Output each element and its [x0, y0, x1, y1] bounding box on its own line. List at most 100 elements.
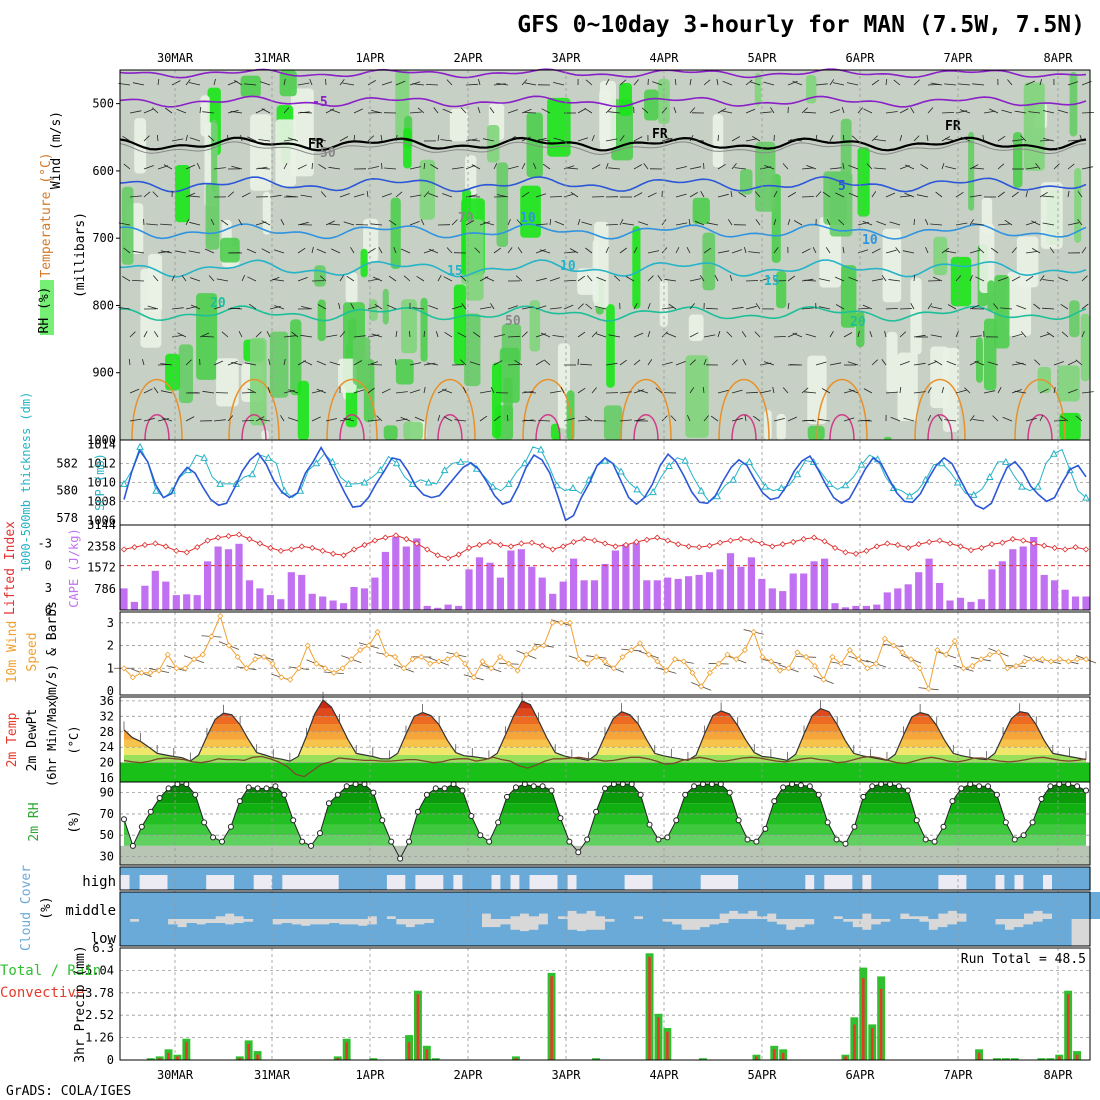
wind-barb: [535, 193, 547, 198]
wind-barb: [955, 222, 968, 226]
date-label: 5APR: [748, 1068, 778, 1082]
wind-barb: [689, 278, 702, 282]
cape-bar: [204, 561, 212, 610]
wind-barb: [497, 194, 509, 198]
wind-barb: [969, 304, 980, 310]
wind-barb: [443, 276, 453, 282]
precip-convective-bar: [167, 1052, 170, 1060]
low-cloud-bar: [700, 927, 711, 946]
wind-barb: [319, 275, 327, 282]
wind-label-b: Speed: [25, 632, 40, 671]
low-cloud-bar: [937, 927, 948, 946]
middle-cloud-bar: [186, 892, 197, 919]
wind-barb: [717, 163, 726, 170]
wind-barb: [605, 246, 609, 254]
data-point: [434, 552, 441, 559]
y-tick-label: 3.78: [85, 986, 114, 1000]
temp-contour-line: [620, 378, 672, 441]
data-point: [575, 656, 582, 663]
cape-bar: [1061, 589, 1069, 610]
cape-bar: [496, 577, 504, 610]
wind-barb: [174, 250, 187, 254]
wind-barb: [895, 247, 901, 254]
middle-cloud-bar: [481, 892, 492, 914]
data-point: [673, 817, 680, 824]
low-cloud-bar: [709, 924, 720, 946]
wind-barb: [420, 219, 425, 226]
wind-barb: [535, 223, 548, 226]
wind-barb: [451, 305, 463, 310]
high-cloud-bar: [757, 867, 768, 890]
low-cloud-bar: [538, 924, 549, 946]
data-point: [225, 642, 233, 649]
wind-barb: [414, 416, 425, 422]
wind-barb: [274, 305, 285, 310]
wind-barb: [1043, 110, 1055, 114]
wind-barb: [619, 419, 632, 422]
y-tick-label: 16: [100, 771, 114, 785]
middle-cloud-bar: [338, 892, 349, 919]
high-cloud-bar: [576, 867, 587, 890]
data-point: [675, 541, 682, 548]
date-label: 2APR: [454, 51, 484, 65]
wind-barb: [674, 78, 677, 86]
middle-cloud-bar: [880, 892, 891, 919]
wind-barb: [782, 387, 789, 394]
data-point: [440, 466, 449, 474]
wind-barb: [325, 418, 337, 422]
wind-barb: [210, 219, 215, 226]
wind-barb: [752, 415, 761, 422]
wind-barb: [1025, 80, 1036, 86]
low-cloud-bar: [605, 921, 616, 946]
middle-cloud-bar: [462, 892, 473, 919]
low-cloud-bar: [234, 923, 245, 946]
data-point: [235, 531, 243, 538]
data-point: [486, 538, 494, 546]
wind-barb: [577, 387, 586, 394]
data-point: [649, 488, 657, 496]
data-point: [988, 541, 995, 548]
cape-bar: [580, 580, 588, 610]
cape-bar: [915, 572, 923, 610]
data-point: [392, 653, 399, 660]
wind-barb: [287, 137, 299, 142]
high-cloud-bar: [329, 867, 340, 875]
data-point: [462, 660, 469, 667]
wind-barb: [430, 164, 439, 170]
wind-barb: [143, 331, 148, 338]
wind-barb: [433, 107, 439, 114]
data-point: [779, 541, 786, 548]
data-point: [727, 537, 734, 544]
data-point: [960, 665, 967, 672]
data-point: [361, 541, 368, 549]
cloud-label-b: (%): [39, 896, 54, 919]
wind-barb: [584, 415, 593, 422]
temp-contour-line: [437, 414, 463, 441]
high-cloud-frame: [119, 866, 1091, 891]
wind-barb: [913, 218, 915, 226]
middle-cloud-bar: [424, 892, 435, 919]
data-point: [505, 660, 512, 667]
rh-region: [345, 272, 358, 304]
y-tick-label: 32: [100, 709, 114, 723]
wind-barb: [353, 389, 365, 394]
wind-barb: [608, 111, 621, 114]
data-point: [985, 783, 992, 790]
rh-region: [910, 277, 922, 355]
middle-cloud-bar: [471, 892, 482, 919]
high-cloud-bar: [823, 867, 834, 875]
low-cloud-bar: [386, 919, 397, 946]
wind-barb: [309, 78, 313, 86]
middle-cloud-bar: [1090, 892, 1100, 919]
middle-cloud-bar: [215, 892, 226, 917]
data-point: [637, 791, 644, 798]
wind-barb: [171, 334, 184, 338]
rh-region: [314, 265, 326, 287]
wind-barb: [972, 167, 985, 170]
wind-barb: [1081, 247, 1087, 254]
data-point: [685, 543, 692, 550]
wind-barb: [899, 361, 910, 366]
high-cloud-bar: [186, 867, 197, 890]
data-point: [842, 840, 849, 847]
wind-barb: [400, 248, 411, 254]
